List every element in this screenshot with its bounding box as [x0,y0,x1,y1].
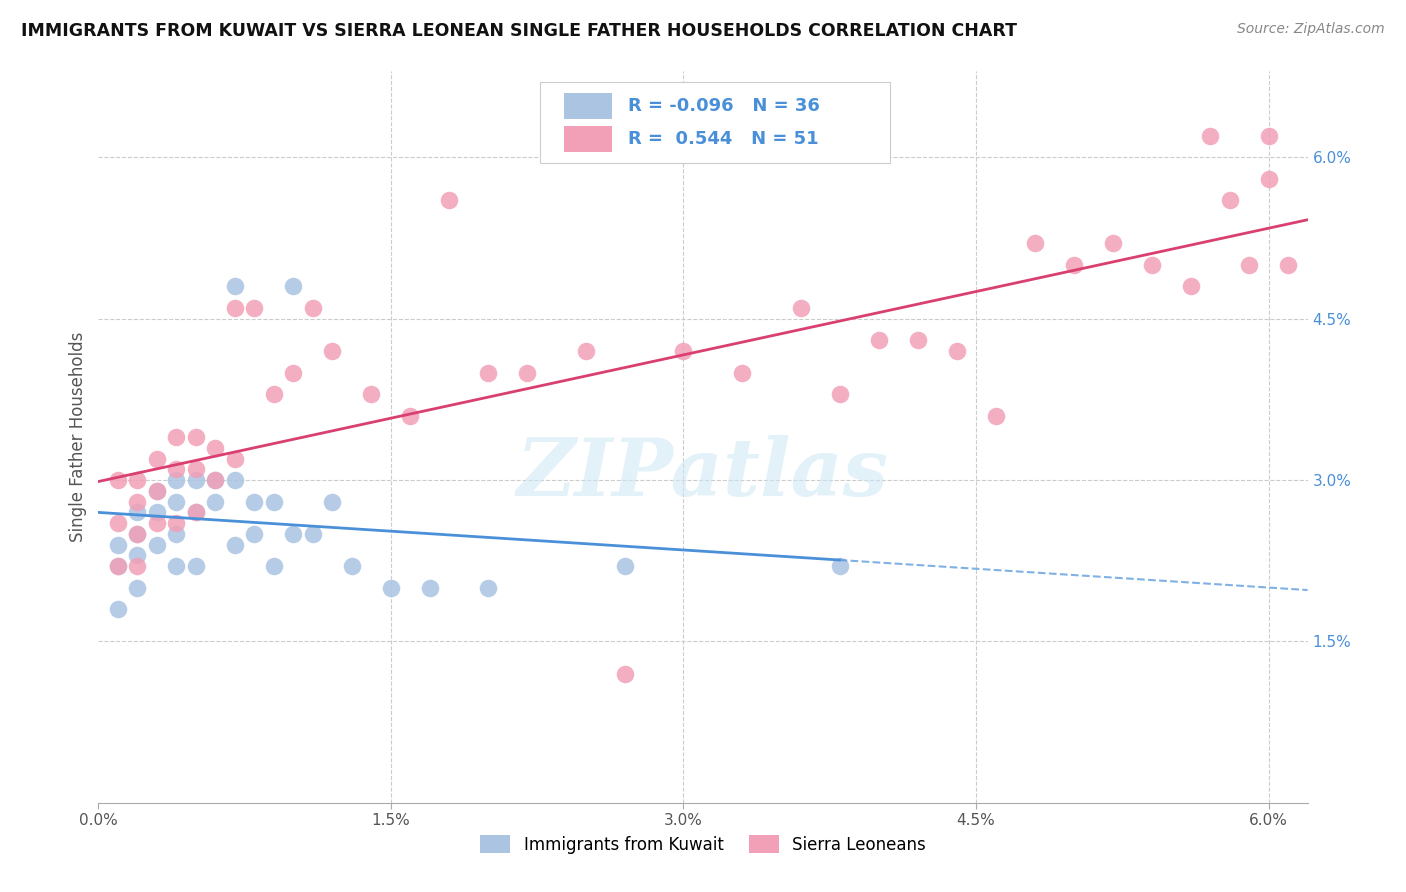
Point [283,527,305,541]
Point [165,516,187,530]
FancyBboxPatch shape [564,126,613,152]
Point [419,581,441,595]
Point [184,462,207,476]
Point [127,494,149,508]
Point [224,279,246,293]
Point [984,409,1007,423]
Point [1063,258,1085,272]
Point [1024,236,1046,251]
Point [184,473,207,487]
Y-axis label: Single Father Households: Single Father Households [69,332,87,542]
Point [204,473,226,487]
Point [107,538,129,552]
Text: IMMIGRANTS FROM KUWAIT VS SIERRA LEONEAN SINGLE FATHER HOUSEHOLDS CORRELATION CH: IMMIGRANTS FROM KUWAIT VS SIERRA LEONEAN… [21,22,1017,40]
Point [399,409,422,423]
Point [127,581,149,595]
Point [243,301,266,315]
Point [907,333,929,347]
Point [477,581,499,595]
Point [165,559,187,574]
Text: ZIPatlas: ZIPatlas [517,435,889,512]
Point [614,666,637,681]
Point [302,527,325,541]
Point [127,527,149,541]
Text: Source: ZipAtlas.com: Source: ZipAtlas.com [1237,22,1385,37]
Point [165,473,187,487]
Point [283,366,305,380]
Point [1199,128,1222,143]
Point [243,494,266,508]
Point [107,559,129,574]
FancyBboxPatch shape [564,94,613,119]
Point [828,559,851,574]
Point [127,473,149,487]
Text: R = -0.096   N = 36: R = -0.096 N = 36 [628,97,820,115]
Point [828,387,851,401]
Point [107,559,129,574]
Point [1101,236,1123,251]
Point [321,494,343,508]
Point [283,279,305,293]
Point [945,344,967,359]
Point [1219,194,1241,208]
Point [321,344,343,359]
Point [224,538,246,552]
Point [1140,258,1163,272]
Point [184,430,207,444]
Point [243,527,266,541]
Point [204,441,226,455]
Point [789,301,811,315]
Point [439,194,461,208]
Point [107,516,129,530]
Point [224,301,246,315]
Point [380,581,402,595]
Point [672,344,695,359]
Point [146,451,169,466]
Point [107,602,129,616]
Point [165,494,187,508]
Point [302,301,325,315]
Point [146,505,169,519]
Point [516,366,538,380]
Point [165,527,187,541]
Text: R =  0.544   N = 51: R = 0.544 N = 51 [628,130,818,148]
Point [224,451,246,466]
Point [1277,258,1299,272]
Point [575,344,598,359]
Point [1257,128,1279,143]
Point [204,494,226,508]
Point [1257,172,1279,186]
Point [340,559,363,574]
Point [146,483,169,498]
Point [263,559,285,574]
Point [184,505,207,519]
Point [224,473,246,487]
Point [614,559,637,574]
Point [146,516,169,530]
Point [263,387,285,401]
FancyBboxPatch shape [540,82,890,163]
Point [204,473,226,487]
Point [184,505,207,519]
Point [1180,279,1202,293]
Point [165,462,187,476]
Legend: Immigrants from Kuwait, Sierra Leoneans: Immigrants from Kuwait, Sierra Leoneans [474,829,932,860]
Point [146,483,169,498]
Point [127,505,149,519]
Point [165,430,187,444]
Point [263,494,285,508]
Point [868,333,890,347]
Point [127,527,149,541]
Point [127,559,149,574]
Point [146,538,169,552]
Point [1237,258,1260,272]
Point [127,549,149,563]
Point [360,387,382,401]
Point [107,473,129,487]
Point [184,559,207,574]
Point [731,366,754,380]
Point [477,366,499,380]
